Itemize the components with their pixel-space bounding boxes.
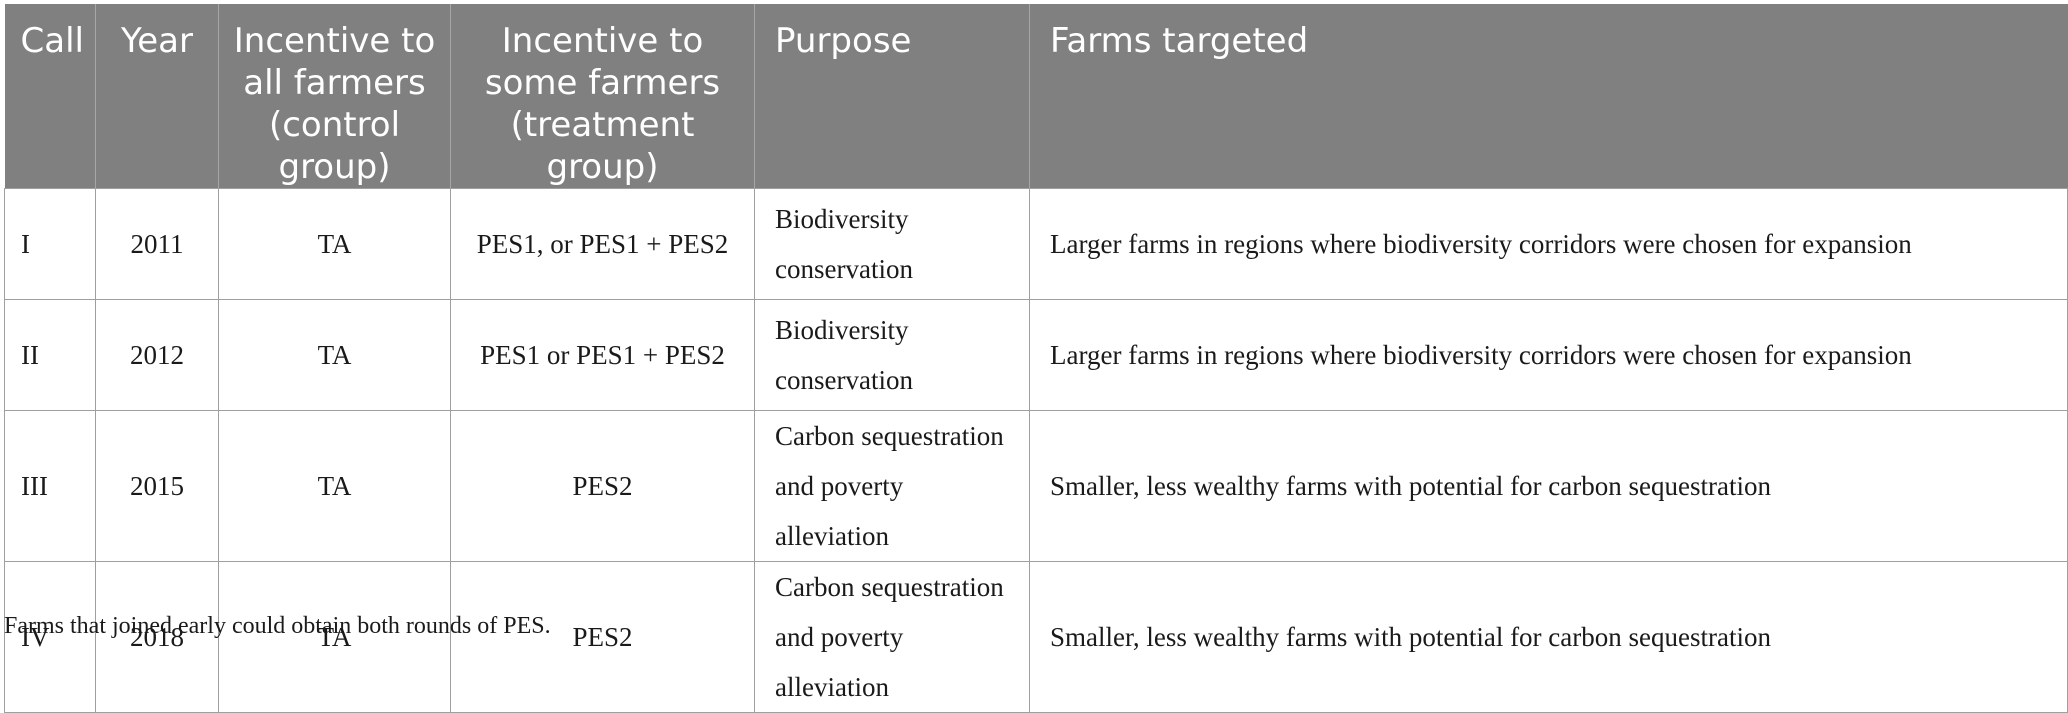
cell-farms-targeted: Smaller, less wealthy farms with potenti… [1029,410,2068,562]
table-footnote: Farms that joined early could obtain bot… [4,613,551,639]
header-farms-targeted: Farms targeted [1029,4,2068,189]
header-incentive-all: Incentive to all farmers (control group) [218,4,451,189]
data-table: Call Year Incentive to all farmers (cont… [4,4,2068,713]
cell-farms-targeted: Larger farms in regions where biodiversi… [1029,188,2068,300]
table-row: III 2015 TA PES2 Carbon sequestration an… [4,410,2068,562]
cell-incentive-all: TA [218,410,451,562]
table-body: I 2011 TA PES1, or PES1 + PES2 Biodivers… [4,188,2068,713]
cell-call: III [4,410,96,562]
cell-call: II [4,299,96,411]
header-incentive-some: Incentive to some farmers (treatment gro… [450,4,755,189]
cell-farms-targeted: Larger farms in regions where biodiversi… [1029,299,2068,411]
table-header: Call Year Incentive to all farmers (cont… [4,4,2068,189]
cell-purpose: Carbon sequestration and poverty allevia… [754,410,1030,562]
header-year: Year [95,4,219,189]
cell-purpose: Biodiversity conservation [754,188,1030,300]
cell-purpose: Carbon sequestration and poverty allevia… [754,561,1030,713]
cell-year: 2011 [95,188,219,300]
cell-incentive-some: PES2 [450,410,755,562]
cell-incentive-some: PES1 or PES1 + PES2 [450,299,755,411]
cell-incentive-all: TA [218,188,451,300]
cell-farms-targeted: Smaller, less wealthy farms with potenti… [1029,561,2068,713]
header-purpose: Purpose [754,4,1030,189]
table-row: I 2011 TA PES1, or PES1 + PES2 Biodivers… [4,188,2068,300]
cell-incentive-some: PES1, or PES1 + PES2 [450,188,755,300]
cell-purpose: Biodiversity conservation [754,299,1030,411]
table-row: II 2012 TA PES1 or PES1 + PES2 Biodivers… [4,299,2068,411]
cell-call: I [4,188,96,300]
header-call: Call [4,4,96,189]
cell-year: 2012 [95,299,219,411]
cell-year: 2015 [95,410,219,562]
cell-incentive-all: TA [218,299,451,411]
header-row: Call Year Incentive to all farmers (cont… [4,4,2068,189]
